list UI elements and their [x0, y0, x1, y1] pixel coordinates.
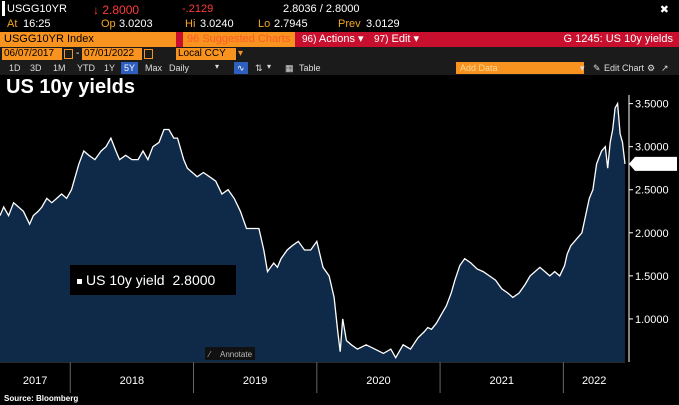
- at-value: 16:25: [23, 18, 51, 30]
- annotate-box: [205, 347, 255, 360]
- x-tick-label: 2020: [366, 375, 390, 387]
- date-separator: -: [76, 48, 80, 59]
- graph-label: G 1245: US 10y yields: [563, 33, 673, 45]
- legend[interactable]: US 10y yield 2.8000: [70, 265, 236, 295]
- export-icon[interactable]: ↗: [661, 63, 669, 73]
- x-tick-label: 2019: [243, 375, 267, 387]
- chart-controls: 1D 3D 1M YTD 1Y 5Y Max Daily ▾ ∿ ⇅ ▾ ▦ T…: [0, 61, 679, 75]
- chevron-down-icon[interactable]: ▾: [238, 48, 244, 59]
- annotate-button[interactable]: ⁄ Annotate: [205, 347, 255, 360]
- source-note: Source: Bloomberg: [4, 394, 79, 403]
- open-value: 3.0203: [119, 18, 153, 30]
- open-label: Op: [101, 18, 116, 30]
- table-button[interactable]: Table: [299, 63, 321, 73]
- x-tick-label: 2021: [489, 375, 513, 387]
- y-tick-label: 3.5000: [635, 99, 669, 111]
- legend-box: [70, 265, 236, 295]
- prev-value: 3.0129: [366, 18, 400, 30]
- chevron-down-icon: ▾: [215, 62, 220, 71]
- table-icon[interactable]: ▦: [285, 63, 294, 73]
- period-max[interactable]: Max: [145, 63, 163, 73]
- period-1y[interactable]: 1Y: [104, 63, 116, 73]
- legend-swatch: [77, 279, 82, 284]
- at-label: At: [7, 18, 18, 30]
- line-chart: 1.0000 1.5000 2.0000 2.5000 3.0000 3.5000 201…: [0, 95, 677, 393]
- quote-details: At 16:25 Op 3.0203 Hi 3.0240 Lo 2.7945 P…: [0, 17, 679, 32]
- y-tick-label: 2.5000: [635, 185, 669, 197]
- pencil-icon: ⁄: [207, 350, 212, 359]
- ticker-symbol[interactable]: USGG10YR: [7, 3, 67, 15]
- year-boundaries: [0, 361, 625, 393]
- last-price: ↓ 2.8000: [93, 3, 140, 17]
- y-tick-label: 1.5000: [635, 271, 669, 283]
- edit-num: 97): [374, 34, 389, 45]
- end-date-input[interactable]: 07/01/2022: [82, 48, 142, 60]
- legend-label: US 10y yield: [86, 272, 165, 288]
- price-change: -.2129: [182, 3, 214, 15]
- y-tick-label: 1.0000: [635, 314, 669, 326]
- bar-chart-icon[interactable]: ⇅: [255, 63, 263, 73]
- legend-value: 2.8000: [172, 272, 215, 288]
- calendar-icon[interactable]: [144, 49, 153, 59]
- x-tick-label: 2018: [120, 375, 144, 387]
- svg-text:US 10y yield 2.8000: US 10y yield 2.8000: [86, 272, 216, 288]
- edit-menu[interactable]: 97) Edit ▾: [370, 32, 442, 47]
- date-range-bar: 06/07/2017 - 07/01/2022 Local CCY ▾: [0, 47, 679, 61]
- actions-menu[interactable]: 96) Actions ▾: [298, 32, 368, 47]
- low-label: Lo: [258, 18, 271, 30]
- chevron-down-icon: ▾: [358, 33, 364, 45]
- currency-select[interactable]: Local CCY: [176, 48, 236, 60]
- edit-label: Edit: [391, 33, 411, 45]
- x-tick-label: 2017: [23, 375, 47, 387]
- settings-icon[interactable]: ⚙: [647, 63, 656, 73]
- chevron-down-icon: ▾: [413, 33, 420, 45]
- function-bar: USGG10YR Index 96 Suggested Charts 96) A…: [0, 32, 679, 47]
- period-1m[interactable]: 1M: [53, 63, 66, 73]
- calendar-icon[interactable]: [64, 49, 73, 59]
- series-area: [0, 103, 625, 362]
- chevron-down-icon[interactable]: ▾: [580, 63, 585, 73]
- high-label: Hi: [185, 18, 196, 30]
- frequency-select[interactable]: Daily: [169, 63, 190, 73]
- last-value-marker: 2.8000: [629, 156, 677, 171]
- security-field[interactable]: USGG10YR Index: [0, 32, 176, 47]
- bid-ask: 2.8036 / 2.8000: [283, 3, 360, 15]
- actions-label: Actions: [318, 33, 355, 45]
- annotate-label: Annotate: [220, 350, 253, 359]
- y-tick-label: 2.0000: [635, 228, 669, 240]
- line-chart-icon[interactable]: ∿: [234, 62, 248, 74]
- pencil-icon[interactable]: ✎: [593, 63, 601, 73]
- low-value: 2.7945: [274, 18, 308, 30]
- y-tick-label: 3.0000: [635, 142, 669, 154]
- start-date-input[interactable]: 06/07/2017: [2, 48, 62, 60]
- suggested-charts-button[interactable]: 96 Suggested Charts: [183, 32, 295, 47]
- chevron-down-icon: ▾: [267, 62, 272, 71]
- last-value-tag: [629, 156, 677, 171]
- high-value: 3.0240: [200, 18, 234, 30]
- close-icon[interactable]: ✖: [659, 4, 669, 16]
- prev-label: Prev: [338, 18, 361, 30]
- series-line: [0, 101, 626, 360]
- edit-chart-button[interactable]: Edit Chart: [604, 63, 645, 73]
- add-data-input[interactable]: Add Data: [456, 62, 584, 74]
- y-axis-ticks: 1.0000 1.5000 2.0000 2.5000 3.0000 3.5000: [629, 99, 669, 326]
- actions-num: 96): [302, 34, 317, 45]
- ticker-marker: [2, 1, 5, 16]
- suggested-label: Suggested Charts: [202, 33, 291, 45]
- quote-bar: USGG10YR ↓ 2.8000 -.2129 2.8036 / 2.8000…: [0, 0, 679, 17]
- chart-title: US 10y yields: [6, 76, 135, 98]
- last-value-label: 2.8000: [636, 159, 670, 171]
- period-ytd[interactable]: YTD: [77, 63, 95, 73]
- suggested-num: 96: [187, 33, 200, 45]
- period-1d[interactable]: 1D: [9, 63, 21, 73]
- x-tick-label: 2022: [582, 375, 606, 387]
- period-5y[interactable]: 5Y: [121, 62, 139, 74]
- period-3d[interactable]: 3D: [30, 63, 42, 73]
- x-axis-ticks: 2017 2018 2019 2020 2021 2022: [23, 375, 607, 387]
